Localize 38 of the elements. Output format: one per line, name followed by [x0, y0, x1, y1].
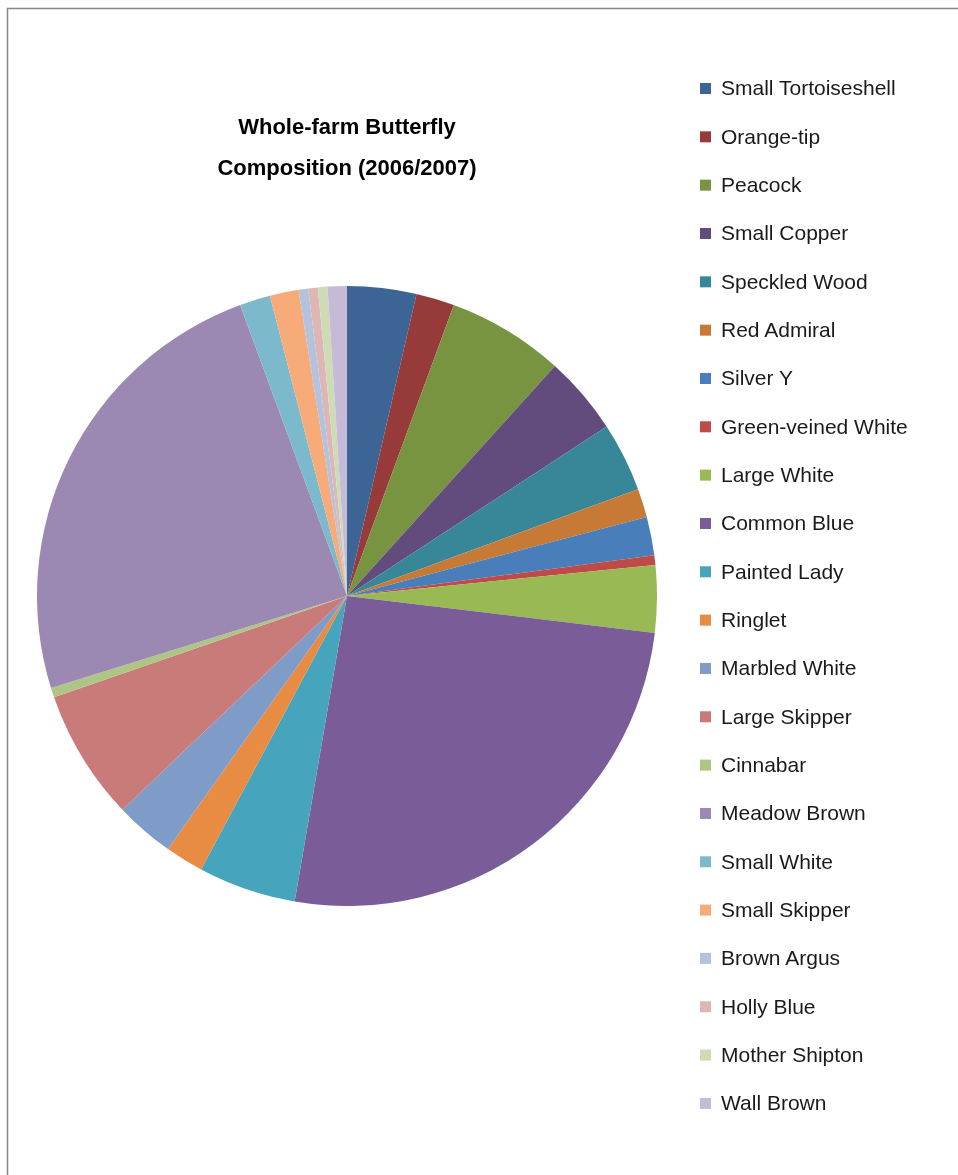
legend-label: Wall Brown: [721, 1091, 827, 1115]
legend-label: Meadow Brown: [721, 801, 866, 825]
pie-slice: [294, 596, 655, 906]
legend-label: Orange-tip: [721, 124, 821, 148]
pie-slice: [122, 596, 347, 850]
pie-slice: [37, 304, 347, 689]
legend-label: Silver Y: [721, 366, 793, 390]
pie-slice: [54, 596, 347, 810]
legend-label: Painted Lady: [721, 559, 845, 583]
legend-label: Peacock: [721, 173, 803, 197]
text: Whole-farm Butterfly Composition (2006/2007): [217, 113, 477, 180]
legend-label: Small Tortoiseshell: [721, 76, 896, 100]
pie-slice: [201, 596, 347, 902]
pie-slice: [347, 293, 454, 596]
legend-label: Small Copper: [721, 221, 849, 245]
legend-label: Common Blue: [721, 511, 855, 535]
legend-label: Large White: [721, 462, 835, 486]
legend-label: Red Admiral: [721, 318, 836, 341]
legend-label: Green-veined White: [721, 414, 908, 438]
pie-slice: [347, 489, 647, 596]
pie-slice: [347, 517, 655, 596]
legend-label: Brown Argus: [721, 946, 841, 970]
pie-slice: [240, 295, 347, 596]
pie-slice: [347, 286, 417, 596]
legend-label: Marbled White: [721, 656, 857, 680]
pie-slice: [347, 366, 607, 596]
pie-slice: [167, 596, 347, 870]
legend-label: Mother Shipton: [721, 1042, 864, 1066]
pie-slice: [269, 289, 347, 596]
legend-label: Ringlet: [721, 607, 787, 631]
legend-label: Holly Blue: [721, 994, 816, 1018]
legend-label: Small Skipper: [721, 897, 851, 921]
pie-slice: [347, 426, 639, 596]
legend-label: Cinnabar: [721, 752, 807, 776]
legend-label: Speckled Wood: [721, 269, 868, 293]
legend-label: Large Skipper: [721, 704, 852, 728]
legend-label: Small White: [721, 849, 834, 873]
pie-slice: [347, 304, 555, 596]
